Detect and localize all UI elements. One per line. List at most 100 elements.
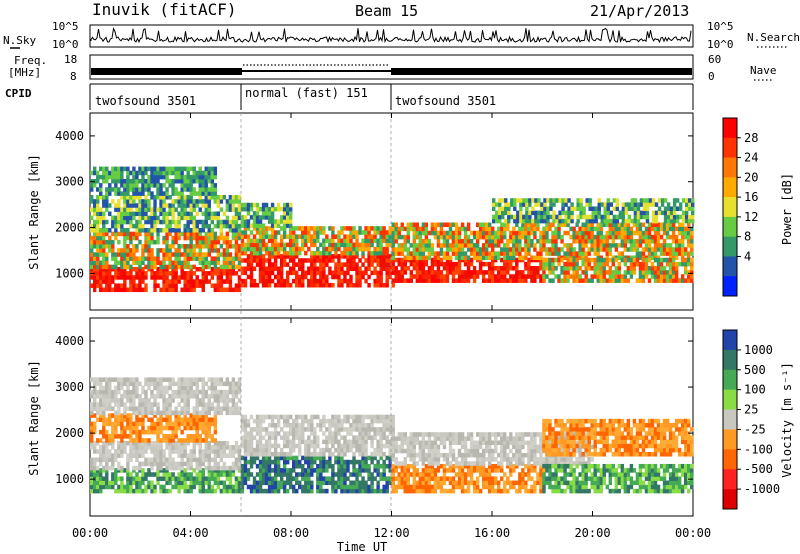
heatmap-cell: [204, 425, 208, 431]
heatmap-cell: [504, 206, 508, 211]
heatmap-cell: [210, 381, 215, 387]
heatmap-cell: [310, 262, 314, 267]
heatmap-cell: [228, 385, 233, 391]
heatmap-cell: [273, 414, 278, 420]
heatmap-cell: [632, 243, 637, 248]
heatmap-cell: [246, 439, 251, 445]
heatmap-cell: [518, 226, 522, 232]
heatmap-cell: [633, 206, 638, 211]
heatmap-cell: [237, 235, 242, 241]
heatmap-cell: [207, 223, 211, 229]
heatmap-cell: [120, 283, 124, 288]
heatmap-cell: [512, 251, 516, 256]
heatmap-cell: [424, 270, 429, 275]
heatmap-cell: [114, 183, 118, 188]
heatmap-cell: [478, 251, 483, 256]
heatmap-cell: [301, 484, 305, 490]
heatmap-cell: [192, 468, 196, 473]
heatmap-cell: [231, 445, 236, 450]
heatmap-cell: [665, 222, 670, 228]
heatmap-cell: [129, 264, 133, 270]
heatmap-cell: [123, 235, 127, 241]
heatmap-cell: [672, 198, 677, 203]
heatmap-cell: [430, 230, 435, 236]
heatmap-cell: [594, 210, 598, 216]
heatmap-cell: [439, 234, 444, 240]
heatmap-cell: [189, 393, 193, 399]
heatmap-cell: [282, 254, 287, 259]
heatmap-cell: [276, 242, 281, 248]
heatmap-cell: [599, 243, 603, 248]
heatmap-cell: [207, 468, 211, 473]
heatmap-cell: [90, 199, 94, 204]
heatmap-cell: [117, 211, 121, 217]
heatmap-cell: [680, 261, 685, 267]
heatmap-cell: [252, 258, 257, 263]
heatmap-cell: [436, 222, 441, 228]
heatmap-cell: [478, 234, 483, 240]
heatmap-cell: [376, 250, 380, 256]
heatmap-cell: [102, 476, 106, 481]
heatmap-cell: [684, 198, 689, 203]
heatmap-cell: [96, 266, 100, 272]
heatmap-cell: [198, 413, 202, 418]
heatmap-cell: [144, 211, 148, 217]
heatmap-cell: [213, 264, 218, 270]
heatmap-cell: [406, 266, 410, 271]
heatmap-cell: [126, 472, 130, 477]
heatmap-cell: [495, 210, 499, 216]
heatmap-cell: [510, 214, 514, 220]
heatmap-cell: [590, 266, 594, 271]
heatmap-cell: [180, 207, 184, 212]
heatmap-cell: [617, 230, 622, 236]
nsky-tick-top: 10^5: [52, 20, 79, 33]
heatmap-cell: [677, 247, 682, 252]
heatmap-cell: [102, 215, 106, 221]
heatmap-cell: [255, 480, 260, 486]
heatmap-cell: [153, 219, 157, 225]
heatmap-cell: [108, 235, 112, 241]
heatmap-cell: [261, 459, 266, 465]
heatmap-cell: [186, 215, 190, 221]
heatmap-cell: [494, 230, 498, 236]
heatmap-cell: [647, 234, 652, 240]
heatmap-cell: [249, 262, 254, 267]
heatmap-cell: [141, 421, 145, 427]
heatmap-cell: [177, 393, 181, 399]
heatmap-cell: [373, 254, 377, 259]
heatmap-cell: [285, 202, 290, 208]
heatmap-cell: [228, 480, 233, 486]
heatmap-cell: [364, 484, 368, 490]
heatmap-cell: [132, 488, 136, 494]
heatmap-cell: [99, 260, 103, 266]
heatmap-cell: [301, 242, 305, 248]
heatmap-cell: [557, 226, 561, 232]
heatmap-cell: [276, 230, 281, 235]
heatmap-cell: [683, 266, 688, 271]
heatmap-cell: [620, 278, 625, 283]
heatmap-cell: [600, 218, 604, 224]
heatmap-cell: [487, 243, 492, 248]
freq-tick-bottom: 8: [70, 70, 77, 83]
heatmap-cell: [267, 282, 272, 288]
heatmap-cell: [183, 440, 187, 446]
heatmap-cell: [213, 410, 218, 416]
heatmap-cell: [292, 242, 296, 248]
heatmap-cell: [228, 275, 233, 280]
heatmap-cell: [156, 166, 160, 172]
heatmap-cell: [129, 457, 133, 463]
heatmap-cell: [322, 262, 326, 267]
heatmap-cell: [677, 230, 682, 236]
heatmap-cell: [105, 480, 109, 486]
heatmap-cell: [301, 472, 305, 477]
heatmap-cell: [288, 226, 293, 231]
heatmap-cell: [632, 266, 637, 271]
heatmap-cell: [285, 468, 290, 473]
heatmap-cell: [623, 222, 628, 228]
heatmap-cell: [518, 257, 522, 263]
heatmap-cell: [285, 254, 290, 259]
heatmap-cell: [656, 234, 661, 240]
heatmap-cell: [442, 234, 447, 240]
heatmap-cell: [96, 279, 100, 284]
heatmap-cell: [186, 287, 190, 293]
